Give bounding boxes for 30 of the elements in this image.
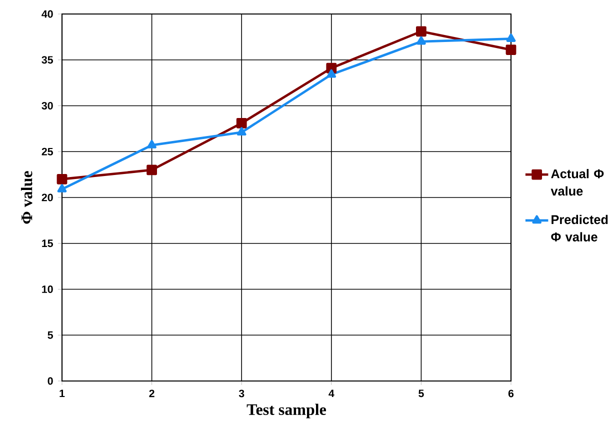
y-tick-label: 0 bbox=[48, 377, 53, 385]
y-tick-label: 20 bbox=[42, 194, 53, 202]
y-tick-label: 30 bbox=[42, 102, 53, 110]
legend-label: Predicted Φ value bbox=[551, 214, 608, 242]
point bbox=[236, 127, 246, 136]
y-tick-label: 15 bbox=[42, 240, 53, 248]
point bbox=[236, 118, 247, 128]
legend-label: Actual Φ value bbox=[550, 168, 604, 196]
x-tick-label: 1 bbox=[60, 390, 65, 398]
point bbox=[416, 26, 426, 37]
point bbox=[506, 44, 516, 55]
x-tick-label: 5 bbox=[418, 390, 424, 398]
point bbox=[147, 140, 156, 148]
x-tick-label: 4 bbox=[328, 390, 334, 398]
x-tick-label: 2 bbox=[149, 390, 154, 398]
point bbox=[146, 164, 157, 176]
y-axis-title: Φ value bbox=[20, 171, 32, 224]
point bbox=[416, 36, 426, 45]
y-tick-label: 40 bbox=[42, 10, 53, 18]
point bbox=[57, 184, 67, 192]
y-tick-label: 5 bbox=[48, 331, 53, 339]
y-tick-label: 25 bbox=[42, 148, 53, 156]
point bbox=[56, 174, 68, 184]
x-tick-label: 6 bbox=[508, 390, 514, 398]
point bbox=[506, 34, 516, 42]
point bbox=[326, 69, 336, 78]
x-tick-label: 3 bbox=[238, 390, 244, 398]
x-axis-title: Test sample bbox=[246, 404, 326, 418]
y-tick-label: 35 bbox=[42, 56, 53, 64]
y-tick-label: 10 bbox=[42, 285, 53, 294]
